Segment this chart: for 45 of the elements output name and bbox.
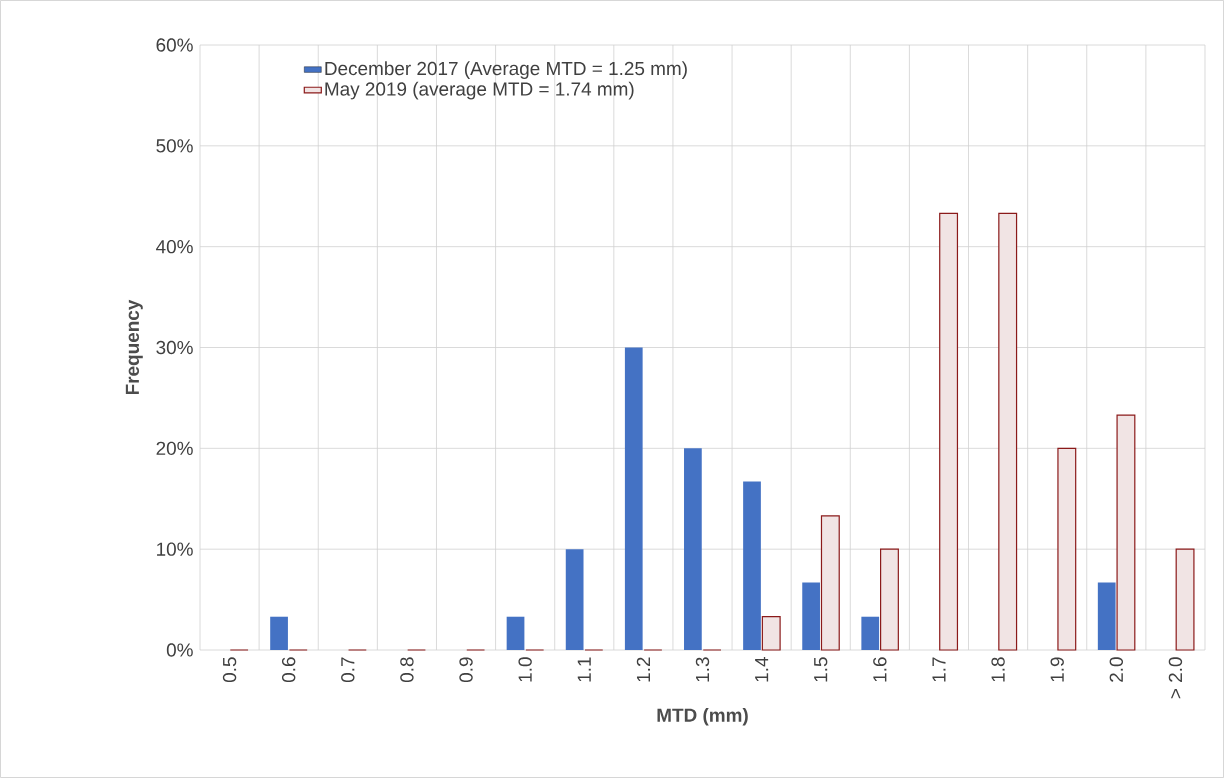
x-tick-label: 0.7 (341, 657, 355, 683)
x-tick-label: 0.5 (222, 657, 237, 683)
bar (1116, 414, 1136, 651)
x-tick-label: 1.1 (577, 657, 591, 682)
bar (506, 616, 525, 650)
x-tick-label: 0.8 (400, 657, 414, 683)
bar (565, 549, 584, 650)
x-tick-label: 0.9 (459, 657, 473, 683)
bar (880, 548, 899, 651)
x-tick-label: 1.6 (873, 657, 887, 682)
x-tick-label: 1.5 (814, 657, 828, 682)
x-tick-label: 2.0 (1109, 657, 1124, 682)
bar (1175, 548, 1195, 651)
y-tick-label: 20% (156, 441, 193, 456)
bar (939, 212, 959, 651)
bar (820, 515, 840, 651)
y-tick-label: 30% (156, 340, 193, 355)
y-tick-label: 0% (166, 643, 193, 657)
bar (684, 448, 702, 650)
x-tick-label: 1.4 (755, 657, 769, 682)
y-tick-label: 40% (156, 239, 193, 254)
y-axis-title: Frequency (125, 299, 143, 395)
x-tick-label: 1.9 (1050, 657, 1064, 682)
x-tick-label: 1.0 (518, 657, 532, 682)
x-axis-title: MTD (mm) (657, 707, 748, 726)
x-tick-label: 1.7 (932, 657, 946, 682)
y-tick-label: 60% (156, 38, 193, 52)
bar (270, 616, 288, 650)
bar (624, 347, 643, 650)
x-tick-label: 1.2 (636, 657, 650, 682)
legend-label: May 2019 (average MTD = 1.74 mm) (325, 81, 634, 100)
bar (743, 481, 761, 650)
x-tick-label: 1.8 (991, 657, 1005, 682)
y-tick-label: 50% (156, 139, 193, 153)
x-tick-label: 1.3 (695, 657, 710, 682)
bar (1057, 447, 1077, 651)
bar (1097, 582, 1116, 650)
bar (998, 212, 1018, 651)
x-tick-label: 0.6 (281, 657, 296, 683)
x-tick-label: > 2.0 (1168, 657, 1183, 699)
bar (761, 616, 781, 651)
bar (802, 582, 820, 650)
bar (861, 616, 880, 650)
y-tick-label: 10% (157, 542, 193, 556)
legend-label: December 2017 (Average MTD = 1.25 mm) (325, 61, 687, 79)
